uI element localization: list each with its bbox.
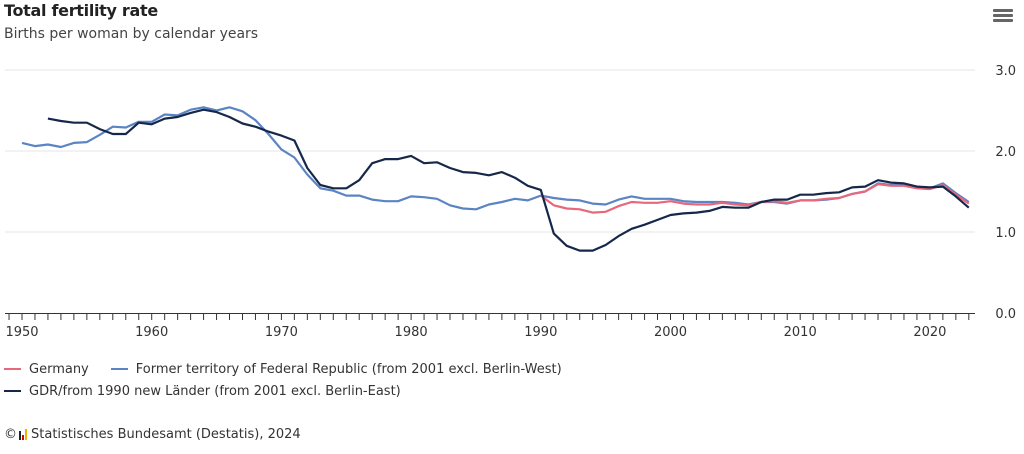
x-tick-label: 1960 (135, 325, 168, 340)
hamburger-menu-icon[interactable] (993, 9, 1013, 23)
y-tick-label: 1.0 (995, 226, 1016, 241)
chart-title: Total fertility rate (4, 1, 158, 20)
legend-item-federal-republic[interactable]: Former territory of Federal Republic (fr… (110, 358, 562, 380)
x-tick-label: 1980 (395, 325, 428, 340)
series-line-germany (540, 183, 970, 214)
legend-swatch (110, 368, 128, 370)
legend: Germany Former territory of Federal Repub… (4, 358, 584, 402)
y-tick-label: 3.0 (995, 64, 1016, 79)
legend-item-gdr[interactable]: GDR/from 1990 new Länder (from 2001 excl… (4, 380, 401, 402)
legend-swatch (4, 390, 21, 392)
line-chart: 0.0 1.0 2.0 3.0 1950 1960 1970 1980 1990 2000 2010… (5, 64, 1016, 340)
x-tick-label: 2000 (654, 325, 687, 340)
x-tick-label: 1970 (265, 325, 298, 340)
y-tick-label: 2.0 (995, 145, 1016, 160)
credit-text[interactable]: Statistisches Bundesamt (Destatis), 2024 (31, 427, 301, 442)
chart-subtitle: Births per woman by calendar years (4, 26, 259, 42)
legend-item-germany[interactable]: Germany (4, 358, 89, 380)
legend-label: GDR/from 1990 new Länder (from 2001 excl… (29, 383, 401, 399)
legend-swatch (4, 368, 21, 370)
x-tick-label: 1990 (524, 325, 557, 340)
y-tick-label: 0.0 (995, 307, 1016, 322)
legend-label: Germany (29, 361, 89, 377)
legend-label: Former territory of Federal Republic (fr… (135, 361, 562, 377)
x-tick-label: 1950 (5, 325, 38, 340)
series-line-gdr (47, 108, 970, 252)
x-tick-label: 2010 (784, 325, 817, 340)
copyright-symbol: © (4, 427, 17, 442)
credit: © Statistisches Bundesamt (Destatis), 20… (4, 427, 301, 442)
destatis-logo-icon (19, 429, 27, 440)
x-tick-label: 2020 (913, 325, 946, 340)
